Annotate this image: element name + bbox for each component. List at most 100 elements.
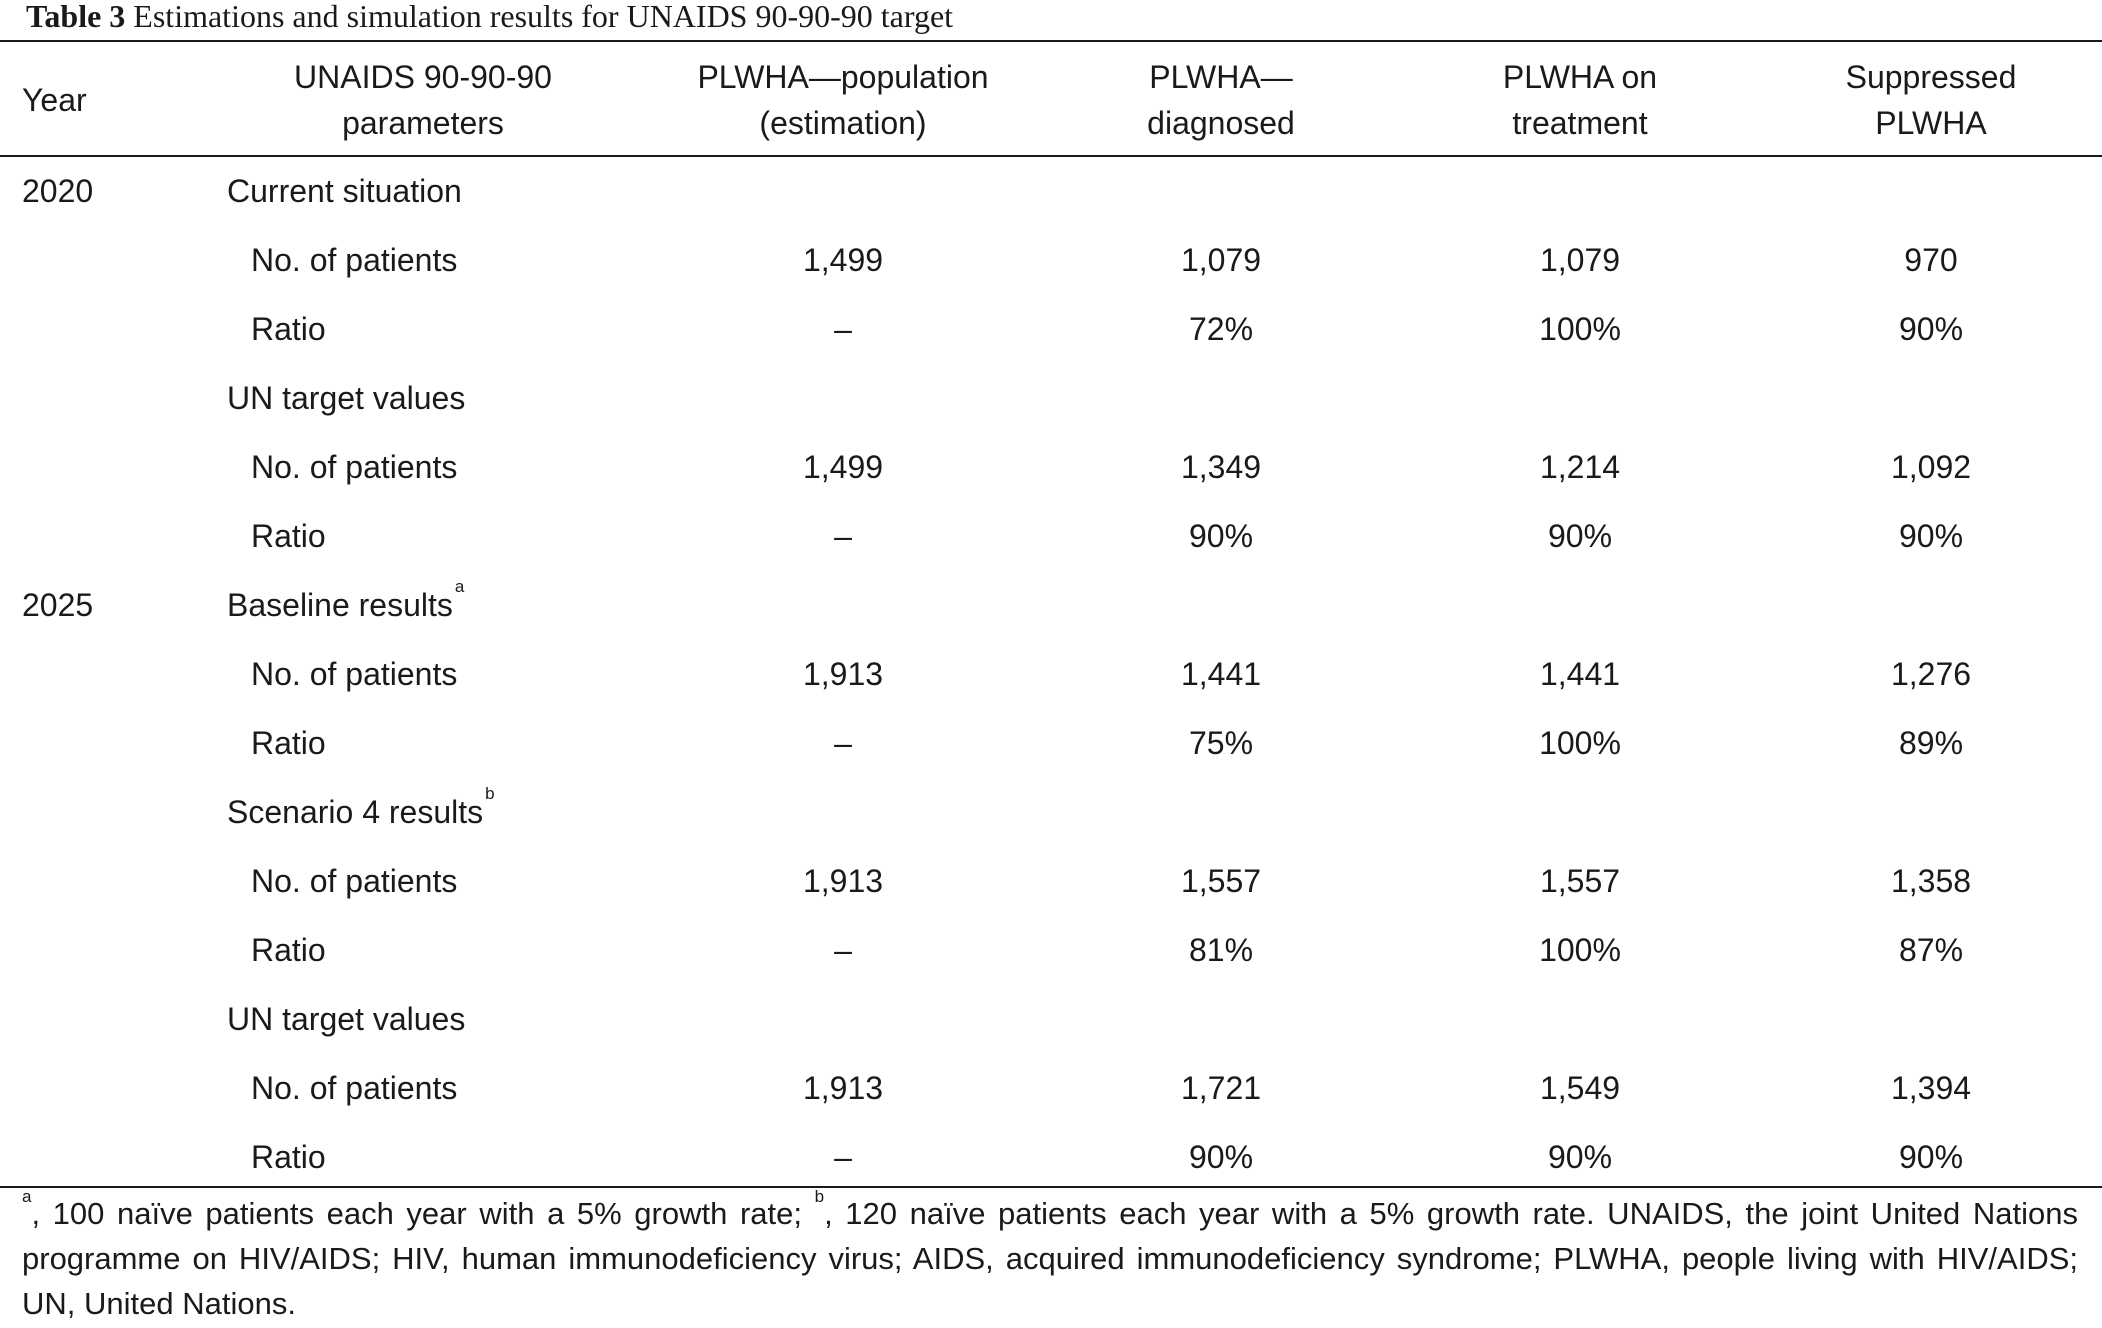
table-header: Year UNAIDS 90-90-90 parameters PLWHA—po… — [0, 42, 2102, 155]
table-row: No. of patients 1,499 1,079 1,079 970 — [0, 226, 2102, 295]
suppressed-cell: 1,394 — [1890, 1070, 1972, 1106]
header-parameters: UNAIDS 90-90-90 parameters — [223, 54, 623, 146]
row-label: No. of patients — [251, 1070, 458, 1106]
header-suppressed: Suppressed PLWHA — [1781, 54, 2081, 146]
header-population-line1: PLWHA—population — [697, 59, 989, 95]
table-caption: Table 3 Estimations and simulation resul… — [26, 0, 953, 36]
treatment-cell: 90% — [1547, 518, 1613, 554]
header-treatment-line2: treatment — [1512, 105, 1648, 141]
population-cell: – — [834, 311, 852, 347]
row-label: No. of patients — [251, 449, 458, 485]
header-year: Year — [22, 82, 87, 118]
row-label: Ratio — [251, 725, 326, 761]
treatment-cell: 100% — [1539, 311, 1621, 347]
row-label: No. of patients — [251, 863, 458, 899]
diagnosed-cell: 81% — [1188, 932, 1254, 968]
diagnosed-cell: 1,079 — [1180, 242, 1262, 278]
table-row: Ratio – 90% 90% 90% — [0, 502, 2102, 571]
population-cell: 1,499 — [802, 449, 884, 485]
header-population-line2: (estimation) — [759, 105, 927, 141]
suppressed-cell: 970 — [1904, 242, 1958, 278]
suppressed-cell: 1,358 — [1890, 863, 1972, 899]
population-cell: – — [834, 932, 852, 968]
treatment-cell: 1,549 — [1539, 1070, 1621, 1106]
table-row: No. of patients 1,913 1,721 1,549 1,394 — [0, 1054, 2102, 1123]
group-label-text: Baseline results — [227, 587, 453, 623]
table-row: No. of patients 1,499 1,349 1,214 1,092 — [0, 433, 2102, 502]
suppressed-cell: 1,276 — [1890, 656, 1972, 692]
row-label: Ratio — [251, 1139, 326, 1175]
group-label: Current situation — [227, 173, 462, 209]
diagnosed-cell: 1,557 — [1180, 863, 1262, 899]
header-suppressed-line2: PLWHA — [1875, 105, 1987, 141]
table-label: Table 3 — [26, 0, 126, 34]
group-label: UN target values — [227, 1001, 466, 1037]
suppressed-cell: 90% — [1898, 311, 1964, 347]
suppressed-cell: 89% — [1898, 725, 1964, 761]
top-rule — [0, 40, 2102, 42]
footnote-sup-b: b — [814, 1187, 825, 1206]
footnote-marker-b: b — [485, 784, 495, 803]
table-row: No. of patients 1,913 1,441 1,441 1,276 — [0, 640, 2102, 709]
table-row: Ratio – 72% 100% 90% — [0, 295, 2102, 364]
treatment-cell: 90% — [1547, 1139, 1613, 1175]
table-title: Estimations and simulation results for U… — [133, 0, 954, 34]
table-row: Ratio – 90% 90% 90% — [0, 1123, 2102, 1192]
header-parameters-line2: parameters — [342, 105, 504, 141]
suppressed-cell: 90% — [1898, 1139, 1964, 1175]
group-label: Scenario 4 resultsb — [227, 778, 495, 847]
row-label: Ratio — [251, 518, 326, 554]
treatment-cell: 100% — [1539, 932, 1621, 968]
population-cell: 1,499 — [802, 242, 884, 278]
treatment-cell: 1,079 — [1539, 242, 1621, 278]
header-diagnosed: PLWHA— diagnosed — [1071, 54, 1371, 146]
table-row: UN target values — [0, 364, 2102, 433]
header-suppressed-line1: Suppressed — [1845, 59, 2017, 95]
bottom-rule — [0, 1186, 2102, 1188]
population-cell: – — [834, 1139, 852, 1175]
table-row: Scenario 4 resultsb — [0, 778, 2102, 847]
diagnosed-cell: 1,441 — [1180, 656, 1262, 692]
header-diagnosed-line1: PLWHA— — [1149, 59, 1293, 95]
header-treatment: PLWHA on treatment — [1430, 54, 1730, 146]
table-row: 2020 Current situation — [0, 157, 2102, 226]
header-population: PLWHA—population (estimation) — [663, 54, 1023, 146]
row-label: Ratio — [251, 932, 326, 968]
population-cell: 1,913 — [802, 656, 884, 692]
table-row: 2025 Baseline resultsa — [0, 571, 2102, 640]
table-row: Ratio – 75% 100% 89% — [0, 709, 2102, 778]
group-label: UN target values — [227, 380, 466, 416]
diagnosed-cell: 1,349 — [1180, 449, 1262, 485]
footnote-text-b: , 120 naïve patients each year with a 5%… — [22, 1196, 2078, 1321]
row-label: Ratio — [251, 311, 326, 347]
diagnosed-cell: 90% — [1188, 518, 1254, 554]
table-row: UN target values — [0, 985, 2102, 1054]
row-label: No. of patients — [251, 656, 458, 692]
diagnosed-cell: 1,721 — [1180, 1070, 1262, 1106]
table-row: No. of patients 1,913 1,557 1,557 1,358 — [0, 847, 2102, 916]
suppressed-cell: 87% — [1898, 932, 1964, 968]
year-cell: 2025 — [22, 587, 94, 623]
suppressed-cell: 1,092 — [1890, 449, 1972, 485]
diagnosed-cell: 90% — [1188, 1139, 1254, 1175]
group-label-text: Scenario 4 results — [227, 794, 484, 830]
year-cell: 2020 — [22, 173, 94, 209]
population-cell: 1,913 — [802, 1070, 884, 1106]
treatment-cell: 1,214 — [1539, 449, 1621, 485]
treatment-cell: 100% — [1539, 725, 1621, 761]
header-diagnosed-line2: diagnosed — [1147, 105, 1295, 141]
diagnosed-cell: 75% — [1188, 725, 1254, 761]
treatment-cell: 1,557 — [1539, 863, 1621, 899]
header-rule — [0, 155, 2102, 157]
population-cell: 1,913 — [802, 863, 884, 899]
header-parameters-line1: UNAIDS 90-90-90 — [294, 59, 552, 95]
footnote-text-a: , 100 naïve patients each year with a 5%… — [31, 1196, 815, 1231]
group-label: Baseline resultsa — [227, 571, 464, 640]
table-footnote: a, 100 naïve patients each year with a 5… — [22, 1188, 2078, 1326]
footnote-sup-a: a — [22, 1187, 32, 1206]
footnote-marker-a: a — [454, 577, 465, 596]
treatment-cell: 1,441 — [1539, 656, 1621, 692]
header-treatment-line1: PLWHA on — [1502, 59, 1658, 95]
diagnosed-cell: 72% — [1188, 311, 1254, 347]
suppressed-cell: 90% — [1898, 518, 1964, 554]
